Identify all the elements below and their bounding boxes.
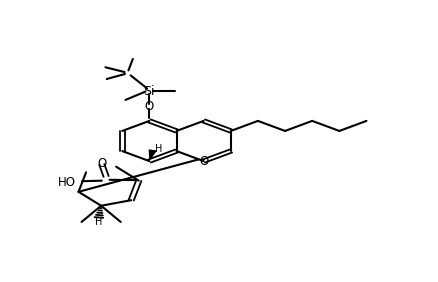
Text: O: O xyxy=(97,157,106,169)
Text: H: H xyxy=(95,217,102,227)
Text: H: H xyxy=(155,144,162,154)
Text: Si: Si xyxy=(144,85,155,98)
Text: O: O xyxy=(145,100,154,113)
Text: HO: HO xyxy=(58,176,76,189)
Polygon shape xyxy=(148,149,157,161)
Text: O: O xyxy=(199,155,208,168)
